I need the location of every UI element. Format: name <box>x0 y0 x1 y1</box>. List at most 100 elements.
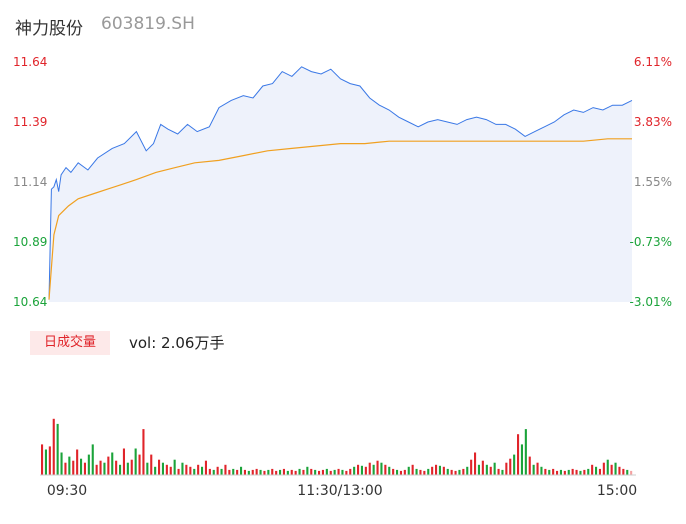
daily-volume-badge[interactable]: 日成交量 <box>30 331 110 355</box>
volume-bar <box>579 470 582 475</box>
volume-bar <box>403 469 406 475</box>
volume-bar <box>52 418 55 475</box>
volume-bar <box>236 469 239 475</box>
volume-bar <box>520 444 523 475</box>
volume-bar <box>103 462 106 475</box>
volume-bar <box>345 470 348 475</box>
volume-bar <box>72 460 75 475</box>
volume-bar <box>357 464 360 475</box>
volume-bar <box>263 470 266 475</box>
volume-bar <box>341 469 344 475</box>
price-tick-label: 11.39 <box>13 115 47 129</box>
volume-bar <box>536 462 539 475</box>
volume-bar <box>68 456 71 475</box>
volume-bar <box>595 466 598 475</box>
volume-bar <box>212 469 215 475</box>
volume-bar <box>442 466 445 475</box>
volume-bar <box>161 462 164 475</box>
volume-bar <box>115 460 118 475</box>
volume-bar <box>333 469 336 475</box>
volume-bar <box>41 444 44 475</box>
volume-bar <box>349 468 352 475</box>
time-tick-label: 09:30 <box>47 483 87 499</box>
price-tick-label: 10.64 <box>13 295 47 309</box>
volume-bar <box>392 468 395 475</box>
volume-bar <box>399 470 402 475</box>
volume-bar <box>497 468 500 475</box>
volume-bar <box>130 459 133 475</box>
volume-bar <box>243 469 246 475</box>
volume-bar <box>240 466 243 475</box>
volume-bar <box>193 468 196 475</box>
volume-bar <box>173 459 176 475</box>
price-axis-labels: 11.64 11.39 11.14 10.89 10.64 <box>13 55 47 309</box>
volume-bar <box>169 466 172 475</box>
price-line <box>48 66 633 300</box>
volume-bar <box>290 469 293 475</box>
stock-code: 603819.SH <box>101 14 195 34</box>
volume-bar <box>567 469 570 475</box>
volume-bar <box>528 456 531 475</box>
volume-bar <box>548 469 551 475</box>
volume-bar <box>197 464 200 475</box>
volume-bar <box>150 454 153 475</box>
volume-bar <box>372 464 375 475</box>
volume-bar <box>314 469 317 475</box>
volume-bar <box>364 466 367 475</box>
volume-bar <box>544 468 547 475</box>
volume-bar <box>181 462 184 475</box>
percent-axis-labels: 6.11% 3.83% 1.55% -0.73% -3.01% <box>630 55 672 309</box>
volume-bar <box>591 464 594 475</box>
volume-readout: vol: 2.06万手 <box>129 334 225 352</box>
volume-bar <box>622 468 625 475</box>
volume-bar <box>489 466 492 475</box>
volume-bar <box>474 452 477 475</box>
volume-bar <box>95 464 98 475</box>
time-tick-label: 11:30/13:00 <box>297 483 382 499</box>
volume-bar <box>60 452 63 475</box>
volume-bar <box>64 462 67 475</box>
volume-bar <box>142 429 145 475</box>
price-tick-label: 11.14 <box>13 175 47 189</box>
volume-bar <box>626 469 629 475</box>
volume-bar <box>431 466 434 475</box>
volume-bar <box>44 449 47 475</box>
volume-bar <box>76 449 79 475</box>
volume-bar <box>388 466 391 475</box>
volume-bar <box>415 468 418 475</box>
volume-bar <box>247 470 250 475</box>
price-tick-label: 11.64 <box>13 55 47 69</box>
volume-bar <box>306 466 309 475</box>
percent-tick-label: 3.83% <box>634 115 672 129</box>
volume-bar <box>477 464 480 475</box>
volume-bar <box>411 464 414 475</box>
volume-bar <box>286 470 289 475</box>
price-area <box>49 66 632 302</box>
average-price-line <box>48 138 632 300</box>
volume-bar <box>298 468 301 475</box>
volume-bar <box>271 468 274 475</box>
volume-bar <box>571 468 574 475</box>
volume-bar <box>122 448 125 475</box>
volume-bar <box>380 462 383 475</box>
volume-bar <box>466 466 469 475</box>
volume-bar <box>83 462 86 475</box>
volume-bar <box>329 470 332 475</box>
volume-bar <box>524 429 527 475</box>
volume-bar <box>119 464 122 475</box>
percent-tick-label: 6.11% <box>634 55 672 69</box>
volume-bar <box>255 468 258 475</box>
volume-bar <box>208 468 211 475</box>
volume-bar <box>232 468 235 475</box>
volume-bar <box>384 464 387 475</box>
volume-bar <box>470 459 473 475</box>
volume-bar <box>630 470 633 475</box>
price-tick-label: 10.89 <box>13 235 47 249</box>
volume-bar <box>126 462 129 475</box>
volume-bar <box>111 452 114 475</box>
volume-bar <box>563 470 566 475</box>
volume-bar <box>532 464 535 475</box>
volume-bar <box>224 464 227 475</box>
percent-tick-label: 1.55% <box>634 175 672 189</box>
volume-bar <box>485 464 488 475</box>
